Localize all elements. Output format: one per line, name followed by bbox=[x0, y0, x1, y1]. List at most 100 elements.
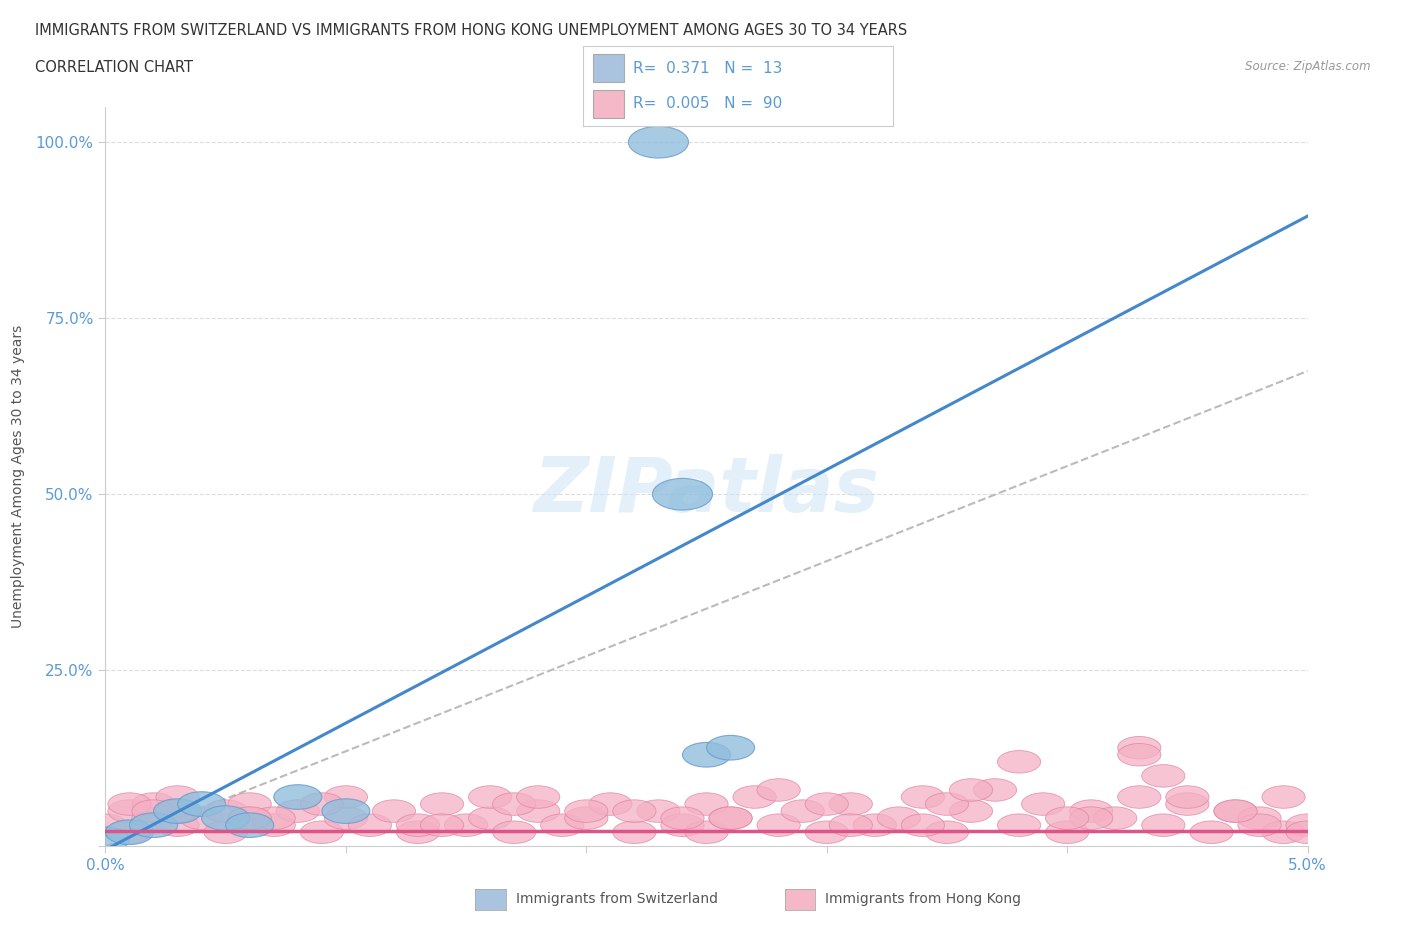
Text: ZIPatlas: ZIPatlas bbox=[533, 455, 880, 528]
Ellipse shape bbox=[1142, 764, 1185, 787]
Ellipse shape bbox=[949, 778, 993, 802]
Ellipse shape bbox=[853, 814, 897, 836]
Ellipse shape bbox=[349, 814, 391, 836]
Ellipse shape bbox=[685, 821, 728, 844]
Ellipse shape bbox=[156, 814, 200, 836]
Ellipse shape bbox=[177, 791, 225, 817]
Ellipse shape bbox=[877, 807, 921, 830]
Ellipse shape bbox=[468, 786, 512, 808]
Text: R=  0.005   N =  90: R= 0.005 N = 90 bbox=[633, 96, 782, 111]
Ellipse shape bbox=[709, 807, 752, 830]
Ellipse shape bbox=[276, 800, 319, 822]
Ellipse shape bbox=[925, 792, 969, 816]
Ellipse shape bbox=[108, 800, 150, 822]
Ellipse shape bbox=[516, 800, 560, 822]
Ellipse shape bbox=[301, 792, 343, 816]
Ellipse shape bbox=[373, 800, 416, 822]
Ellipse shape bbox=[541, 814, 583, 836]
Ellipse shape bbox=[468, 807, 512, 830]
Ellipse shape bbox=[613, 800, 657, 822]
Ellipse shape bbox=[252, 807, 295, 830]
Ellipse shape bbox=[756, 778, 800, 802]
Ellipse shape bbox=[153, 799, 201, 823]
Ellipse shape bbox=[901, 786, 945, 808]
Ellipse shape bbox=[1046, 821, 1088, 844]
Ellipse shape bbox=[652, 478, 713, 510]
Ellipse shape bbox=[516, 786, 560, 808]
Ellipse shape bbox=[180, 807, 224, 830]
Ellipse shape bbox=[1166, 792, 1209, 816]
Ellipse shape bbox=[901, 814, 945, 836]
Ellipse shape bbox=[1046, 807, 1088, 830]
Ellipse shape bbox=[274, 785, 322, 809]
Ellipse shape bbox=[1166, 786, 1209, 808]
Ellipse shape bbox=[806, 792, 848, 816]
Ellipse shape bbox=[1237, 807, 1281, 830]
Ellipse shape bbox=[82, 827, 129, 852]
Bar bbox=[593, 90, 624, 118]
Ellipse shape bbox=[1286, 814, 1329, 836]
Ellipse shape bbox=[1263, 821, 1305, 844]
Ellipse shape bbox=[661, 814, 704, 836]
Ellipse shape bbox=[396, 821, 440, 844]
Ellipse shape bbox=[613, 821, 657, 844]
Text: R=  0.371   N =  13: R= 0.371 N = 13 bbox=[633, 61, 782, 76]
Ellipse shape bbox=[108, 821, 150, 844]
Ellipse shape bbox=[84, 814, 127, 836]
Ellipse shape bbox=[1094, 807, 1137, 830]
Ellipse shape bbox=[132, 807, 176, 830]
Ellipse shape bbox=[228, 792, 271, 816]
Ellipse shape bbox=[589, 792, 631, 816]
Ellipse shape bbox=[225, 813, 274, 838]
Ellipse shape bbox=[492, 821, 536, 844]
Bar bbox=[593, 54, 624, 82]
Ellipse shape bbox=[707, 736, 755, 760]
Ellipse shape bbox=[129, 813, 177, 838]
Ellipse shape bbox=[132, 800, 176, 822]
Ellipse shape bbox=[997, 751, 1040, 773]
Ellipse shape bbox=[1142, 814, 1185, 836]
Ellipse shape bbox=[108, 792, 150, 816]
Ellipse shape bbox=[1070, 800, 1112, 822]
Ellipse shape bbox=[1263, 786, 1305, 808]
Ellipse shape bbox=[228, 807, 271, 830]
Ellipse shape bbox=[661, 807, 704, 830]
Ellipse shape bbox=[973, 778, 1017, 802]
Text: Immigrants from Switzerland: Immigrants from Switzerland bbox=[516, 892, 718, 907]
Ellipse shape bbox=[325, 807, 367, 830]
Ellipse shape bbox=[322, 799, 370, 823]
Ellipse shape bbox=[1118, 786, 1161, 808]
Ellipse shape bbox=[204, 821, 247, 844]
Ellipse shape bbox=[1213, 800, 1257, 822]
Ellipse shape bbox=[806, 821, 848, 844]
Ellipse shape bbox=[637, 800, 681, 822]
Ellipse shape bbox=[682, 742, 731, 767]
Text: Immigrants from Hong Kong: Immigrants from Hong Kong bbox=[825, 892, 1021, 907]
Ellipse shape bbox=[733, 786, 776, 808]
Ellipse shape bbox=[420, 814, 464, 836]
Ellipse shape bbox=[1118, 743, 1161, 766]
Ellipse shape bbox=[830, 792, 872, 816]
Ellipse shape bbox=[1286, 821, 1329, 844]
Ellipse shape bbox=[782, 800, 824, 822]
Ellipse shape bbox=[444, 814, 488, 836]
Ellipse shape bbox=[997, 814, 1040, 836]
Ellipse shape bbox=[756, 814, 800, 836]
Ellipse shape bbox=[685, 792, 728, 816]
Ellipse shape bbox=[709, 807, 752, 830]
Ellipse shape bbox=[492, 792, 536, 816]
Ellipse shape bbox=[949, 800, 993, 822]
Ellipse shape bbox=[1022, 792, 1064, 816]
Ellipse shape bbox=[132, 792, 176, 816]
Ellipse shape bbox=[105, 820, 153, 844]
Ellipse shape bbox=[1213, 800, 1257, 822]
Text: IMMIGRANTS FROM SWITZERLAND VS IMMIGRANTS FROM HONG KONG UNEMPLOYMENT AMONG AGES: IMMIGRANTS FROM SWITZERLAND VS IMMIGRANT… bbox=[35, 23, 907, 38]
Ellipse shape bbox=[325, 786, 367, 808]
Ellipse shape bbox=[565, 807, 607, 830]
Ellipse shape bbox=[830, 814, 872, 836]
Ellipse shape bbox=[156, 786, 200, 808]
Ellipse shape bbox=[201, 805, 250, 830]
Ellipse shape bbox=[228, 807, 271, 830]
Ellipse shape bbox=[301, 821, 343, 844]
Text: Source: ZipAtlas.com: Source: ZipAtlas.com bbox=[1246, 60, 1371, 73]
